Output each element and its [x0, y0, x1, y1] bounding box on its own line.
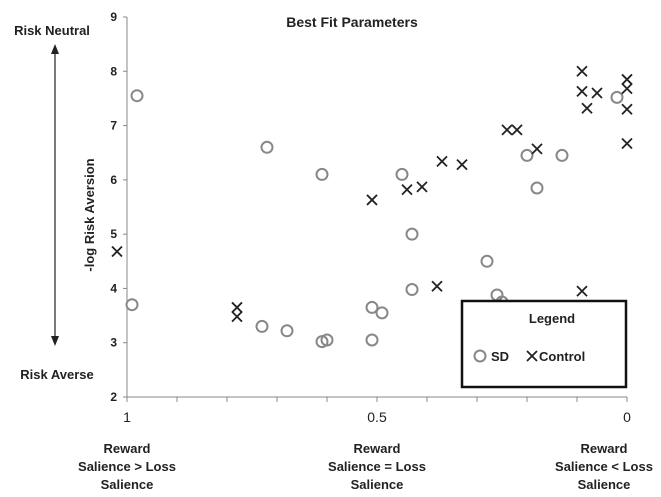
sd-point [405, 283, 419, 297]
control-point [501, 124, 513, 136]
sd-point [480, 254, 494, 268]
y-tick-label: 2 [110, 390, 117, 404]
control-point [621, 83, 633, 95]
sd-point [530, 181, 544, 195]
risk-arrow-head-up [51, 44, 59, 54]
sd-point [260, 140, 274, 154]
control-point [581, 102, 593, 114]
x-annotation-line: Reward [104, 441, 151, 456]
sd-point [365, 300, 379, 314]
y-tick-label: 9 [110, 10, 117, 24]
sd-point [315, 335, 329, 349]
y-tick-label: 3 [110, 336, 117, 350]
control-point [231, 301, 243, 314]
control-point [511, 124, 523, 136]
legend-box [460, 299, 628, 389]
x-annotation-line: Reward [581, 441, 628, 456]
x-annotation-line: Salience [101, 477, 154, 492]
x-annotation-line: Salience < Loss [555, 459, 653, 474]
y-tick-label: 8 [110, 64, 117, 78]
sd-point [315, 167, 329, 181]
x-annotation-line: Reward [354, 441, 401, 456]
y-tick-label: 7 [110, 119, 117, 133]
legend-title: Legend [529, 311, 575, 326]
control-point [576, 85, 588, 98]
x-tick-label: 0.5 [367, 409, 387, 425]
legend-sd-marker [473, 349, 487, 363]
control-point [436, 155, 448, 168]
control-point [416, 181, 428, 193]
control-point [621, 103, 633, 115]
control-point [401, 183, 413, 196]
legend-sd-label: SD [491, 349, 509, 364]
legend-control-marker [526, 350, 538, 362]
sd-point [405, 227, 419, 241]
risk-averse-label: Risk Averse [20, 367, 93, 382]
y-tick-label: 5 [110, 227, 117, 241]
sd-point [375, 306, 389, 320]
control-point [456, 159, 468, 171]
x-annotation-line: Salience [351, 477, 404, 492]
sd-point [365, 333, 379, 347]
x-annotation-line: Salience > Loss [78, 459, 176, 474]
chart-title: Best Fit Parameters [286, 14, 418, 30]
control-point [576, 285, 588, 297]
x-annotation-line: Salience [578, 477, 631, 492]
sd-point [130, 89, 144, 103]
x-tick-label: 0 [623, 409, 631, 425]
x-annotation: Reward Salience = Loss Salience [328, 441, 426, 492]
control-point [621, 137, 633, 150]
control-point [591, 87, 603, 99]
x-tick-label: 1 [123, 409, 131, 425]
y-tick-label: 4 [110, 281, 117, 295]
sd-point [395, 167, 409, 181]
sd-point [555, 148, 569, 162]
sd-point [255, 319, 269, 333]
x-annotation: Reward Salience < Loss Salience [555, 441, 653, 492]
legend-control-label: Control [539, 349, 585, 364]
sd-point [520, 148, 534, 162]
y-axis-label: -log Risk Aversion [82, 158, 97, 271]
risk-arrow-head-down [51, 336, 59, 346]
sd-point [610, 90, 624, 104]
control-point [366, 194, 378, 206]
control-point [621, 73, 633, 86]
x-annotation-line: Salience = Loss [328, 459, 426, 474]
control-point [231, 311, 243, 323]
control-point [531, 143, 543, 155]
control-point [431, 280, 443, 292]
sd-point [125, 298, 139, 312]
y-tick-label: 6 [110, 173, 117, 187]
control-point [576, 65, 588, 77]
x-annotation: Reward Salience > Loss Salience [78, 441, 176, 492]
sd-point [280, 324, 294, 338]
control-point [111, 245, 123, 258]
risk-neutral-label: Risk Neutral [14, 23, 90, 38]
